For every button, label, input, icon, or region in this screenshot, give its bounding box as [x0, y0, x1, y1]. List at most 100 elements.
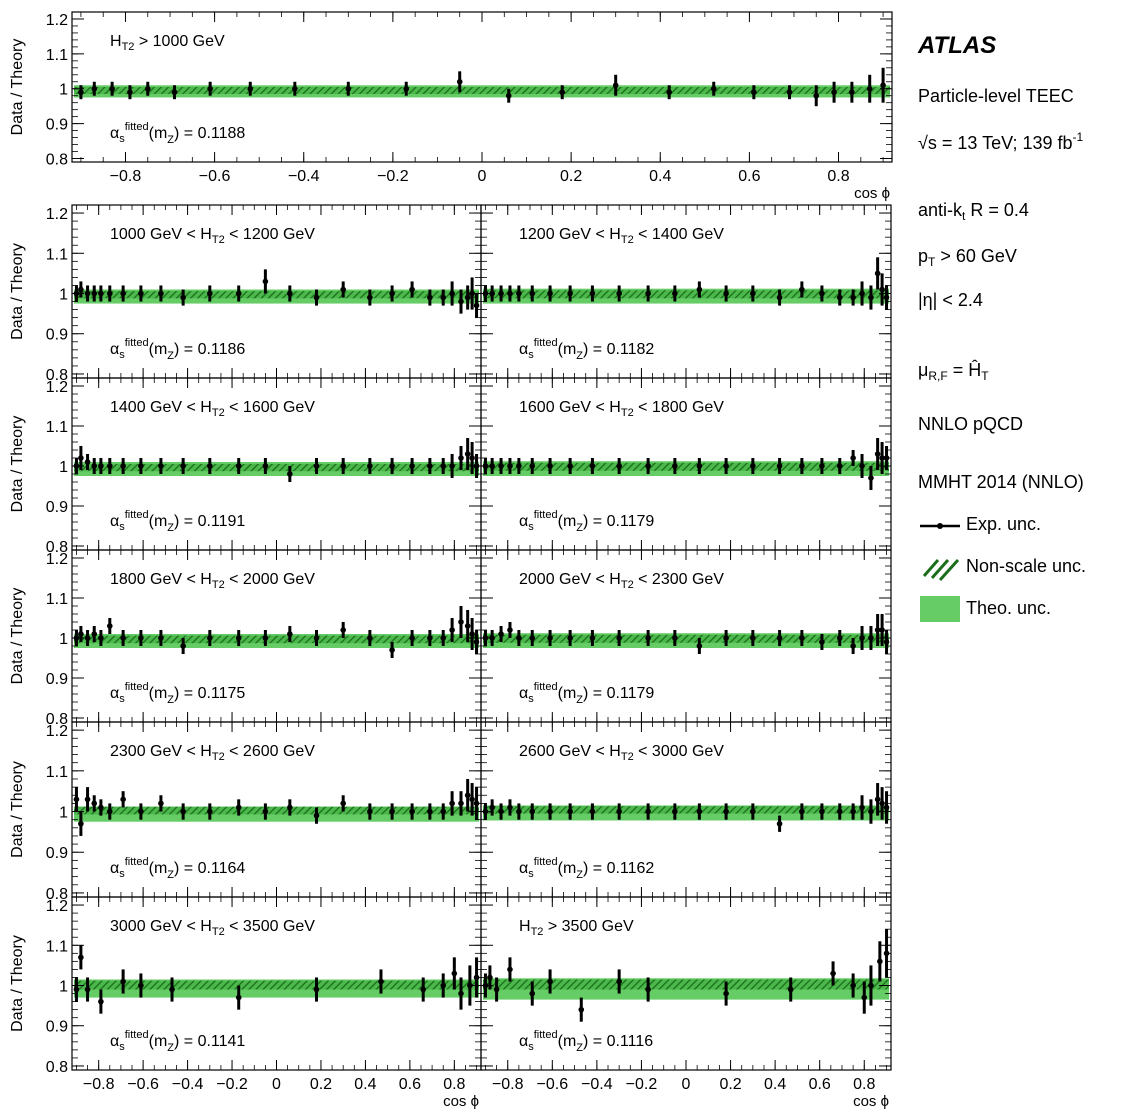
- y-tick-label: 1.1: [46, 938, 68, 955]
- data-point: [547, 463, 553, 469]
- y-axis-label: Data / Theory: [9, 416, 26, 513]
- y-tick-label: 0.9: [46, 499, 68, 516]
- data-point: [235, 463, 242, 469]
- panel-range-label: HT2 > 3500 GeV: [519, 918, 634, 938]
- eta-cut-label: |η| < 2.4: [918, 290, 983, 310]
- nonscale-unc-band: [74, 806, 479, 815]
- alpha-s-part: 0.1191: [198, 513, 246, 530]
- data-point: [776, 294, 783, 301]
- data-point: [313, 294, 320, 301]
- data-point: [469, 631, 475, 637]
- y-tick-label: 1.2: [46, 12, 68, 29]
- data-point: [836, 808, 843, 815]
- alpha-s-part: 0.1141: [198, 1033, 246, 1050]
- range-label-rest: > 1000 GeV: [134, 33, 225, 50]
- data-point: [567, 290, 573, 297]
- jet-algo-suffix: R = 0.4: [965, 200, 1029, 220]
- y-tick-label: 1: [59, 631, 68, 648]
- nonscale-unc-band: [483, 979, 889, 990]
- data-point: [567, 463, 573, 469]
- data-point: [723, 463, 729, 469]
- nonscale-unc-band: [483, 462, 889, 471]
- data-point: [529, 463, 536, 469]
- data-point: [547, 978, 553, 985]
- data-point: [78, 954, 84, 961]
- data-point: [340, 286, 346, 293]
- scale-sub: R,F: [928, 369, 948, 383]
- nonscale-unc-band: [74, 635, 479, 644]
- data-point: [171, 89, 178, 96]
- x-tick-label: 0.6: [738, 168, 760, 185]
- y-tick-label: 0.9: [46, 1019, 68, 1036]
- data-point: [120, 290, 126, 297]
- experiment-label: ATLAS: [918, 32, 997, 59]
- alpha-s-label: αsfitted(mZ) = 0.1141: [110, 1029, 245, 1054]
- data-point: [861, 994, 868, 1001]
- data-point: [180, 294, 186, 301]
- nonscale-unc-band: [483, 806, 889, 814]
- data-point: [723, 808, 729, 815]
- scale-eq: =: [947, 360, 969, 380]
- alpha-s-part: Z: [576, 869, 583, 881]
- alpha-s-part: 0.1175: [198, 685, 246, 702]
- data-point: [877, 958, 883, 965]
- y-tick-label: 1.1: [46, 419, 68, 436]
- alpha-s-label: αsfitted(mZ) = 0.1191: [110, 509, 245, 534]
- data-point: [287, 471, 293, 477]
- alpha-s-part: Z: [167, 522, 174, 534]
- range-label-sub: T2: [212, 926, 225, 938]
- data-point: [559, 89, 566, 96]
- data-point: [138, 290, 144, 297]
- data-point: [287, 290, 293, 297]
- data-point: [120, 463, 126, 469]
- y-tick-label: 1.2: [46, 206, 68, 223]
- data-point: [799, 463, 805, 469]
- alpha-s-part: Z: [576, 522, 583, 534]
- x-tick-label: −0.8: [492, 1076, 524, 1093]
- data-point: [158, 635, 164, 641]
- data-point: [378, 978, 384, 985]
- data-point: [292, 85, 298, 92]
- panel-range-label: 1000 GeV < HT2 < 1200 GeV: [110, 226, 315, 246]
- data-point: [879, 455, 885, 461]
- range-label-main: 1600 GeV < H: [519, 399, 621, 416]
- x-tick-label: 0: [272, 1076, 281, 1093]
- panel-1200-1400: 1200 GeV < HT2 < 1400 GeV αsfitted(mZ) = …: [480, 204, 892, 379]
- data-point: [505, 92, 512, 99]
- data-point: [207, 290, 213, 297]
- data-point: [750, 463, 756, 469]
- x-tick-label: 0.2: [719, 1076, 741, 1093]
- y-tick-label: 0.8: [46, 1059, 68, 1076]
- data-point: [262, 278, 269, 285]
- data-point: [84, 635, 91, 641]
- alpha-s-part: ) =: [583, 1033, 607, 1050]
- y-tick-label: 1: [59, 805, 68, 822]
- data-point: [464, 792, 471, 799]
- alpha-s-part: α: [110, 513, 119, 530]
- data-point: [874, 627, 881, 633]
- x-tick-label: 0.4: [354, 1076, 376, 1093]
- alpha-s-part: fitted: [125, 681, 149, 693]
- range-label-rest: < 1400 GeV: [634, 226, 725, 243]
- data-point: [489, 804, 495, 811]
- data-point: [859, 804, 865, 811]
- data-point: [449, 290, 455, 297]
- range-label-main: 2300 GeV < H: [110, 743, 212, 760]
- data-point: [464, 294, 471, 301]
- y-tick-label: 1.1: [46, 246, 68, 263]
- alpha-s-part: (m: [558, 341, 577, 358]
- range-label-main: 3000 GeV < H: [110, 918, 212, 935]
- panel-range-label: 1600 GeV < HT2 < 1800 GeV: [519, 399, 724, 419]
- data-point: [138, 982, 144, 989]
- data-point: [473, 302, 480, 309]
- range-label-sub: T2: [212, 407, 225, 419]
- data-point: [672, 635, 678, 641]
- data-point: [91, 631, 98, 637]
- data-point: [672, 463, 678, 469]
- y-tick-label: 0.8: [46, 152, 68, 169]
- data-point: [458, 990, 464, 997]
- alpha-s-label: αsfitted(mZ) = 0.1182: [519, 337, 654, 362]
- data-point: [138, 808, 144, 815]
- range-label-main: 1000 GeV < H: [110, 226, 212, 243]
